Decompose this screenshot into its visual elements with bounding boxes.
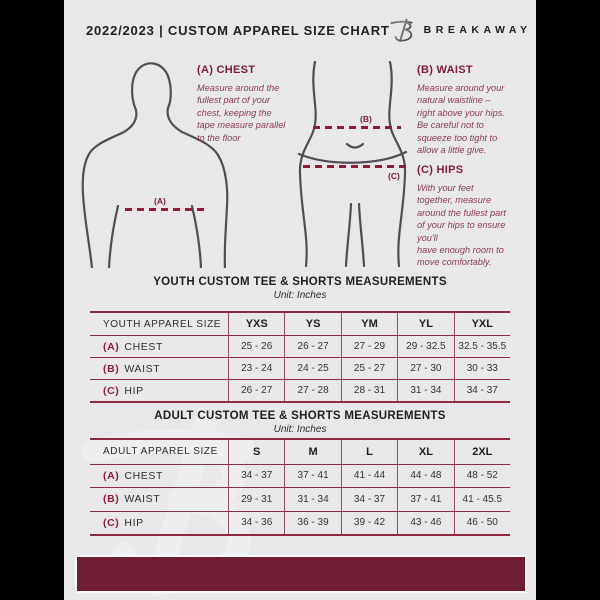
table-header-label: ADULT APPAREL SIZE bbox=[103, 446, 218, 458]
torso-figure-icon bbox=[81, 62, 229, 268]
youth-size-table: YOUTH APPAREL SIZE YXS YS YM YL YXL (A) CHEST 25… bbox=[90, 311, 510, 403]
adult-size-table: ADULT APPAREL SIZE S M L XL 2XL (A) CHEST 34 - 3… bbox=[90, 438, 510, 536]
table-header-size: S bbox=[228, 440, 284, 464]
table-cell-value: 27 - 28 bbox=[284, 379, 341, 401]
table-cell-value: 37 - 41 bbox=[397, 487, 454, 511]
table-cell-value: 37 - 41 bbox=[284, 463, 341, 487]
table-header-size: L bbox=[340, 440, 397, 464]
table-cell-value: 39 - 42 bbox=[340, 510, 398, 534]
table-cell-value: 34 - 37 bbox=[453, 379, 510, 401]
table-cell-value: 31 - 34 bbox=[284, 487, 341, 511]
table-cell-value: 27 - 29 bbox=[340, 335, 398, 357]
table-header-size: YXL bbox=[453, 313, 510, 335]
table-header-size: YL bbox=[397, 313, 453, 335]
youth-table-unit: Unit: Inches bbox=[273, 290, 327, 301]
table-row-label: (B) WAIST bbox=[90, 357, 228, 379]
table-cell-value: 46 - 50 bbox=[453, 510, 510, 534]
table-cell-value: 29 - 31 bbox=[228, 487, 285, 511]
table-cell-value: 43 - 46 bbox=[397, 510, 454, 534]
youth-table-title: YOUTH CUSTOM TEE & SHORTS MEASUREMENTS bbox=[153, 276, 447, 288]
size-chart-page: 2022/2023 | CUSTOM APPAREL SIZE CHART BR… bbox=[64, 0, 536, 600]
hips-guide-heading: (C) HIPS bbox=[417, 164, 464, 176]
table-row-label: (A) CHEST bbox=[90, 335, 228, 357]
hips-guide-body: With your feet together, measure around … bbox=[417, 183, 506, 268]
adult-table-unit: Unit: Inches bbox=[273, 424, 327, 435]
waist-guide-heading: (B) WAIST bbox=[417, 64, 473, 76]
table-cell-value: 41 - 44 bbox=[340, 463, 398, 487]
chest-marker-label: (A) bbox=[154, 196, 166, 206]
hips-measure-line bbox=[303, 165, 411, 168]
chest-guide-heading: (A) CHEST bbox=[197, 64, 256, 76]
brand-group: BREAKAWAY bbox=[390, 17, 532, 44]
table-header-size: YS bbox=[284, 313, 340, 335]
lower-body-figure-icon bbox=[297, 60, 408, 268]
table-header-size: 2XL bbox=[453, 440, 510, 464]
brand-logo-icon bbox=[390, 18, 413, 42]
table-cell-value: 41 - 45.5 bbox=[453, 487, 510, 511]
table-cell-value: 26 - 27 bbox=[228, 379, 285, 401]
table-cell-value: 27 - 30 bbox=[397, 357, 454, 379]
table-row-label: (C) HIP bbox=[90, 510, 228, 535]
page-title: 2022/2023 | CUSTOM APPAREL SIZE CHART bbox=[86, 22, 390, 38]
table-cell-value: 23 - 24 bbox=[228, 357, 285, 379]
table-row-label: (B) WAIST bbox=[90, 487, 228, 511]
footer-bar bbox=[75, 555, 527, 593]
table-header-size: YM bbox=[340, 313, 397, 335]
waist-guide-body: Measure around your natural waistline – … bbox=[417, 83, 505, 156]
table-cell-value: 36 - 39 bbox=[284, 510, 341, 534]
hips-marker-label: (C) bbox=[388, 171, 400, 181]
table-header-size: M bbox=[284, 440, 340, 464]
brand-name: BREAKAWAY bbox=[423, 24, 532, 36]
table-cell-value: 30 - 33 bbox=[453, 357, 510, 379]
table-cell-value: 29 - 32.5 bbox=[397, 335, 454, 357]
chest-guide-body: Measure around the fullest part of your … bbox=[197, 83, 286, 143]
table-cell-value: 34 - 36 bbox=[228, 510, 285, 534]
table-row-label: (C) HIP bbox=[90, 379, 228, 401]
table-cell-value: 34 - 37 bbox=[340, 487, 398, 511]
hips-guide: (C) HIPS With your feet together, measur… bbox=[417, 164, 535, 269]
table-cell-value: 28 - 31 bbox=[340, 379, 398, 401]
table-cell-value: 48 - 52 bbox=[453, 463, 510, 487]
adult-table-title: ADULT CUSTOM TEE & SHORTS MEASUREMENTS bbox=[154, 410, 446, 422]
chest-guide: (A) CHEST Measure around the fullest par… bbox=[197, 64, 311, 144]
table-cell-value: 32.5 - 35.5 bbox=[453, 335, 510, 357]
table-header-size: YXS bbox=[228, 313, 284, 335]
table-row-label: (A) CHEST bbox=[90, 463, 228, 488]
waist-guide: (B) WAIST Measure around your natural wa… bbox=[417, 64, 535, 156]
table-header-size: XL bbox=[397, 440, 453, 464]
table-cell-value: 25 - 27 bbox=[340, 357, 398, 379]
table-cell-value: 26 - 27 bbox=[284, 335, 341, 357]
table-cell-value: 44 - 48 bbox=[397, 463, 454, 487]
header: 2022/2023 | CUSTOM APPAREL SIZE CHART BR… bbox=[86, 14, 527, 46]
waist-marker-label: (B) bbox=[360, 114, 372, 124]
table-cell-value: 34 - 37 bbox=[228, 463, 285, 487]
table-cell-value: 24 - 25 bbox=[284, 357, 341, 379]
table-header-label: YOUTH APPAREL SIZE bbox=[103, 318, 222, 330]
waist-measure-line bbox=[313, 126, 401, 129]
table-cell-value: 31 - 34 bbox=[397, 379, 454, 401]
chest-measure-line bbox=[125, 208, 209, 211]
table-cell-value: 25 - 26 bbox=[228, 335, 285, 357]
